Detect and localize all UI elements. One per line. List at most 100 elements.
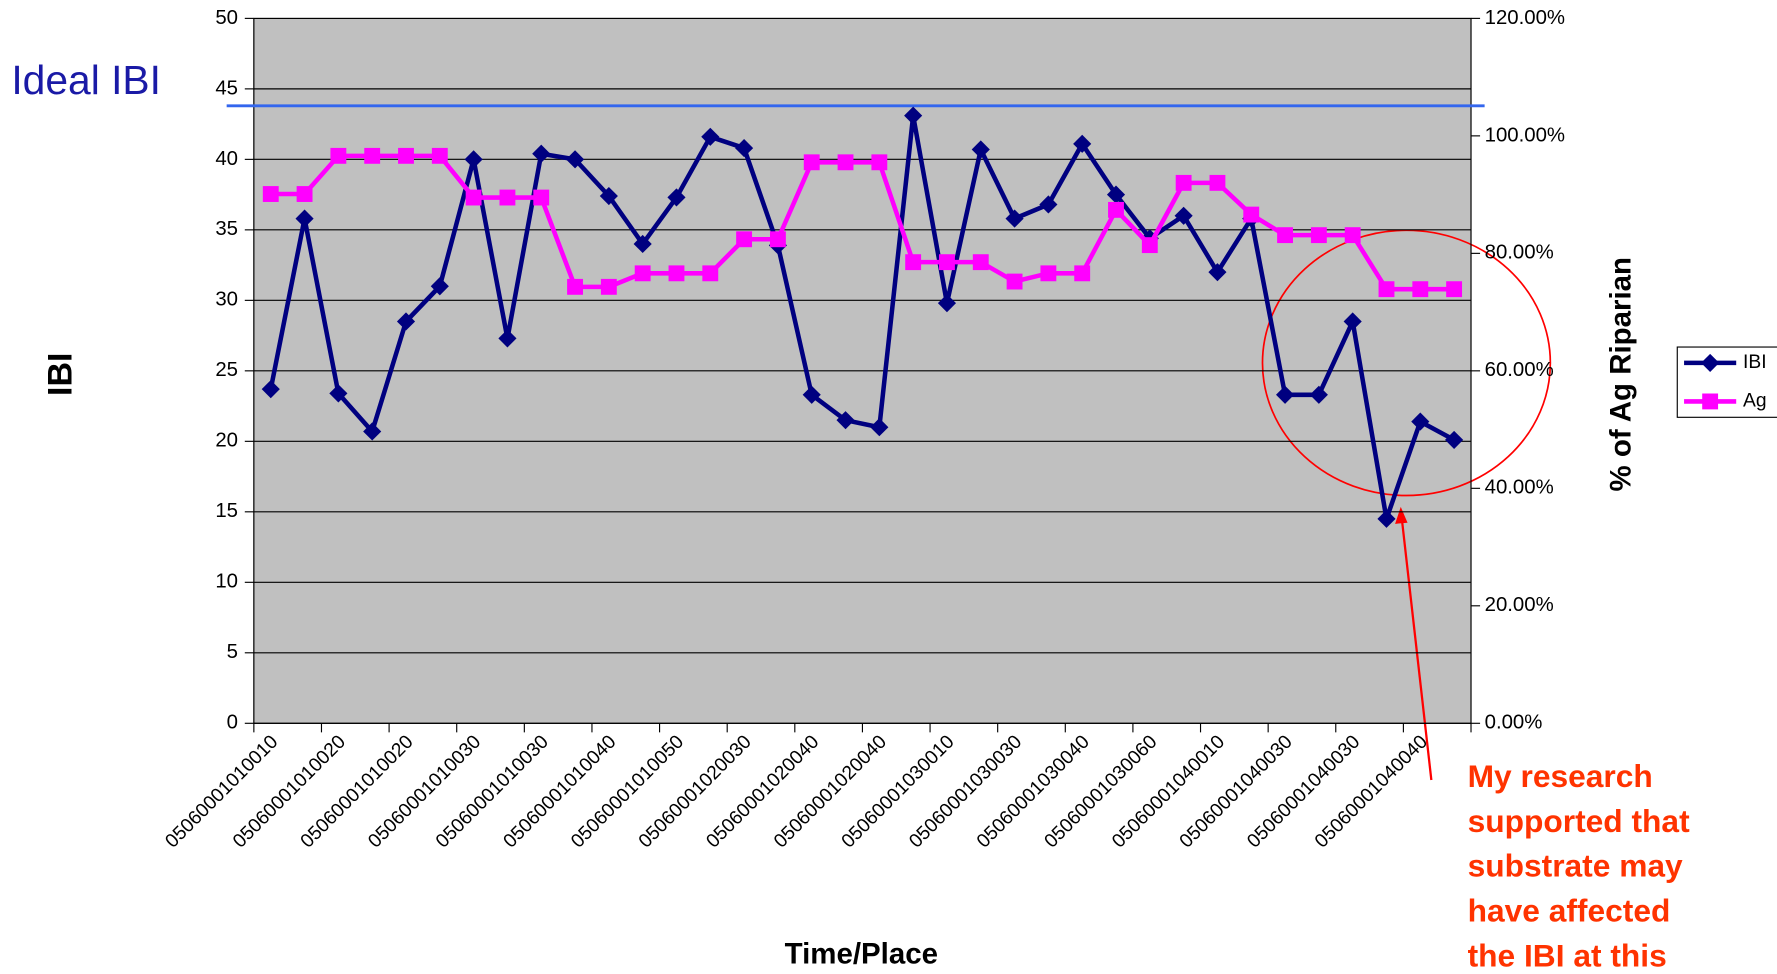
marker xyxy=(972,254,989,271)
annotation-text: have affected xyxy=(1468,892,1671,928)
annotation-arrow xyxy=(1400,519,1433,781)
marker xyxy=(431,147,448,164)
marker xyxy=(364,147,381,164)
annotation-text: My research xyxy=(1468,758,1653,794)
marker xyxy=(1074,265,1091,282)
legend-box xyxy=(1676,346,1777,418)
x-tick-label: 05060001010020 xyxy=(297,731,418,852)
marker xyxy=(329,384,348,403)
x-tick-label: 05060001040030 xyxy=(1244,731,1365,852)
marker xyxy=(702,265,719,282)
reference-label: Ideal IBI xyxy=(11,57,161,103)
marker xyxy=(464,150,483,169)
x-tick-label: 05060001010040 xyxy=(500,731,621,852)
y-tick-label: 40 xyxy=(215,148,238,170)
marker xyxy=(1701,353,1720,372)
series-line xyxy=(268,113,1456,522)
marker xyxy=(1040,265,1057,282)
marker xyxy=(533,189,550,206)
marker xyxy=(735,139,754,158)
marker xyxy=(1309,385,1328,404)
y2-tick-label: 100.00% xyxy=(1485,124,1565,146)
y-tick-label: 30 xyxy=(215,289,238,311)
y-tick-label: 50 xyxy=(215,7,238,29)
x-axis-title: Time/Place xyxy=(785,937,938,970)
y-tick-label: 10 xyxy=(215,571,238,593)
y2-tick-label: 0.00% xyxy=(1485,712,1543,734)
marker xyxy=(430,277,449,296)
marker xyxy=(1006,273,1023,290)
marker xyxy=(1446,281,1463,298)
x-tick-label: 05060001010050 xyxy=(567,731,688,852)
marker xyxy=(1310,227,1327,244)
legend-label: IBI xyxy=(1743,352,1767,373)
y2-tick-label: 120.00% xyxy=(1485,7,1565,29)
marker xyxy=(261,380,280,399)
marker xyxy=(1277,227,1293,244)
marker xyxy=(836,411,855,430)
x-tick-label: 05060001020040 xyxy=(770,731,891,852)
marker xyxy=(296,186,313,202)
marker xyxy=(668,265,685,282)
marker xyxy=(701,127,720,146)
marker xyxy=(330,147,347,164)
marker xyxy=(905,254,922,271)
marker xyxy=(465,189,482,206)
marker xyxy=(1243,206,1260,223)
y2-tick-label: 40.00% xyxy=(1485,477,1554,499)
marker xyxy=(1378,281,1395,298)
y-tick-label: 5 xyxy=(227,641,238,663)
marker xyxy=(939,254,955,271)
y-axis-title: IBI xyxy=(41,353,79,396)
marker xyxy=(1344,227,1361,244)
x-tick-label: 05060001010010 xyxy=(162,731,283,852)
annotation-text: the IBI at this xyxy=(1468,937,1667,973)
marker xyxy=(1141,237,1158,254)
y-tick-label: 20 xyxy=(215,430,238,452)
legend-label: Ag xyxy=(1743,391,1767,412)
marker xyxy=(904,106,923,125)
x-tick-label: 05060001010030 xyxy=(364,731,485,852)
x-tick-label: 05060001030040 xyxy=(973,731,1094,852)
marker xyxy=(499,189,516,206)
arrow-head xyxy=(1395,506,1408,524)
marker xyxy=(871,154,888,171)
marker xyxy=(1411,412,1430,431)
marker xyxy=(837,154,854,171)
y2-axis-title: % of Ag Riparian xyxy=(1605,257,1638,492)
y2-tick-label: 80.00% xyxy=(1485,242,1554,264)
marker xyxy=(634,265,651,282)
marker xyxy=(1343,312,1362,331)
marker xyxy=(736,231,753,248)
marker xyxy=(1175,174,1192,191)
annotation-text: supported that xyxy=(1468,803,1690,839)
marker xyxy=(396,312,416,331)
marker xyxy=(363,422,382,441)
annotation-text: substrate may xyxy=(1468,848,1683,884)
marker xyxy=(1377,509,1396,528)
marker xyxy=(802,385,821,404)
marker xyxy=(498,329,517,348)
marker xyxy=(1445,430,1464,449)
marker xyxy=(1275,385,1295,404)
marker xyxy=(1106,185,1126,204)
marker xyxy=(567,278,583,295)
marker xyxy=(803,154,820,171)
marker xyxy=(295,209,314,228)
y-tick-label: 45 xyxy=(215,77,238,99)
x-tick-label: 05060001030010 xyxy=(838,731,959,852)
y-tick-label: 25 xyxy=(215,359,238,381)
marker xyxy=(262,186,279,202)
marker xyxy=(633,234,652,254)
marker xyxy=(398,147,414,164)
marker xyxy=(937,294,957,313)
x-tick-label: 05060001020040 xyxy=(703,731,824,852)
x-tick-label: 05060001040040 xyxy=(1311,731,1432,852)
x-tick-label: 05060001030060 xyxy=(1041,731,1162,852)
marker xyxy=(1209,174,1226,191)
marker xyxy=(599,186,618,206)
x-tick-label: 05060001030030 xyxy=(905,731,1026,852)
x-tick-label: 05060001040030 xyxy=(1176,731,1297,852)
